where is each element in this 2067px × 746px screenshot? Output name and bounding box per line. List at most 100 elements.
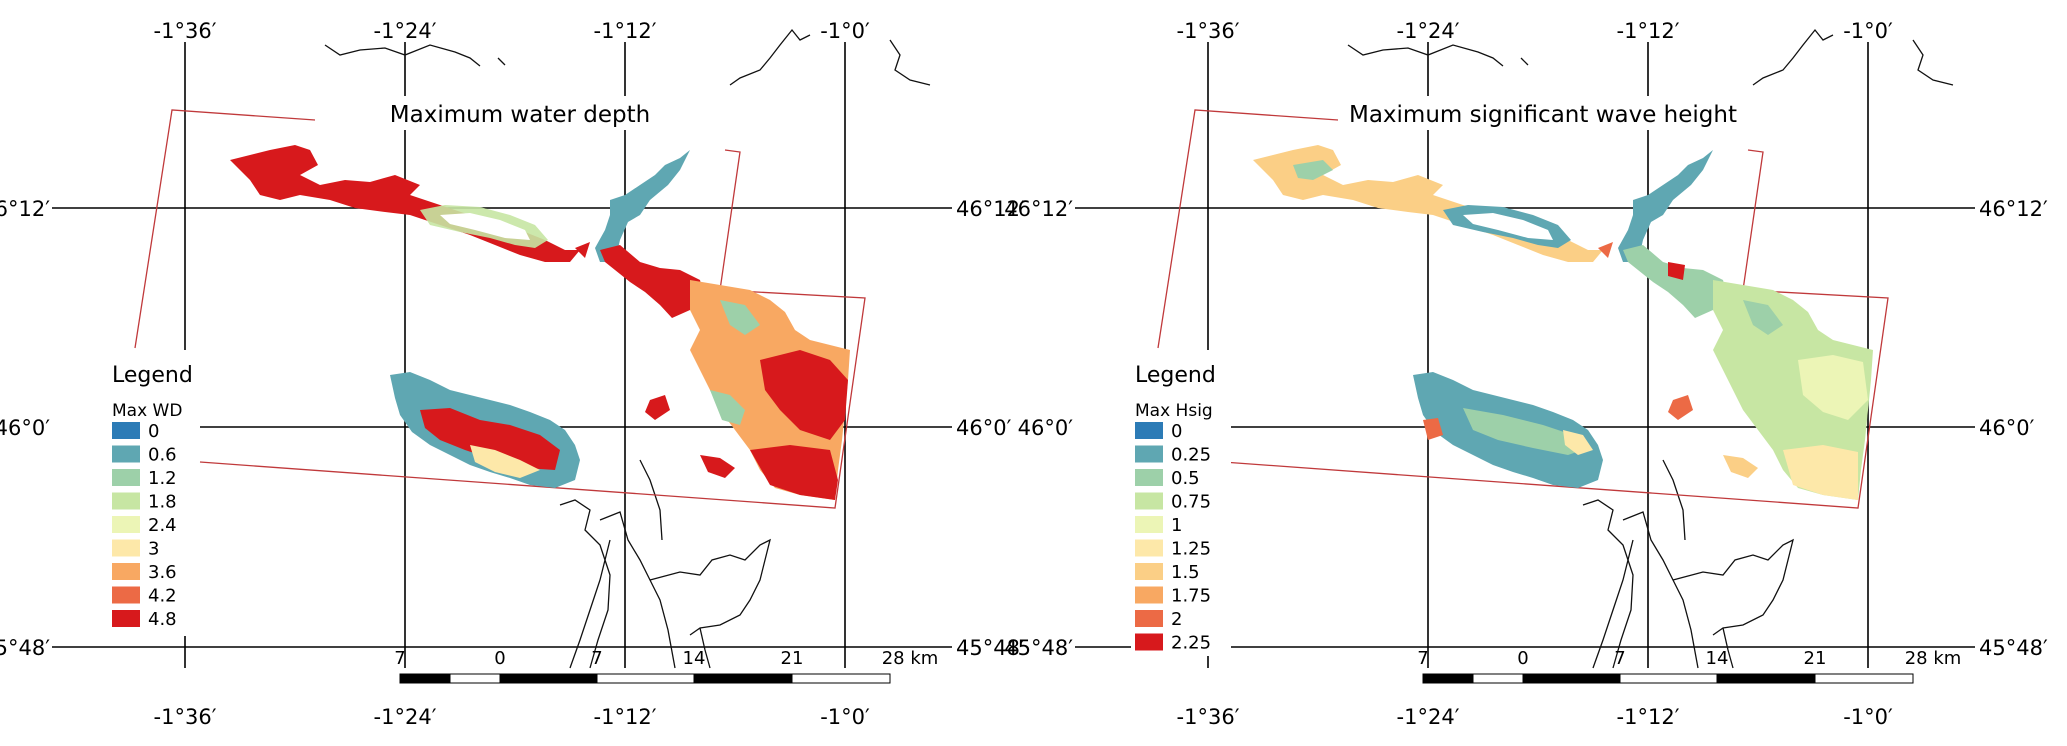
legend: Legend Max Hsig 0 0.250.5 0.751 1.251.5 1.75… bbox=[1131, 356, 1231, 656]
model-domain-outline bbox=[134, 109, 866, 509]
legend-label: 0 bbox=[148, 421, 159, 442]
longitude-label: -1°0′ bbox=[820, 19, 870, 43]
scale-label: 14 bbox=[683, 648, 706, 669]
panel-max-water-depth: -1°36′ -1°24′ -1°12′ -1°0′ -1°36′ -1°24′… bbox=[0, 19, 1025, 729]
latitude-label: 46°12′ bbox=[0, 197, 50, 221]
legend-swatch bbox=[1135, 492, 1163, 510]
legend-swatch bbox=[1135, 539, 1163, 557]
legend-subtitle: Max Hsig bbox=[1135, 401, 1213, 421]
latitude-label: 46°12′ bbox=[1004, 197, 1073, 221]
latitude-label: 46°0′ bbox=[1979, 416, 2035, 440]
longitude-label: -1°24′ bbox=[374, 705, 437, 729]
latitude-label: 46°12′ bbox=[956, 197, 1025, 221]
scale-label: 28 km bbox=[882, 648, 939, 669]
legend-items: 0 0.61.2 1.82.4 33.6 4.24.8 bbox=[112, 421, 177, 630]
scale-label: 7 bbox=[1614, 648, 1625, 669]
legend-label: 2.25 bbox=[1171, 633, 1211, 654]
longitude-label: -1°12′ bbox=[594, 705, 657, 729]
legend-label: 0.25 bbox=[1171, 445, 1211, 466]
longitude-label: -1°24′ bbox=[1397, 19, 1460, 43]
legend-swatch bbox=[1135, 586, 1163, 604]
scale-segment bbox=[596, 673, 695, 684]
longitude-label: -1°36′ bbox=[154, 19, 217, 43]
scale-segment bbox=[1716, 673, 1816, 684]
wave-height-raster bbox=[1253, 145, 1873, 500]
longitude-label: -1°12′ bbox=[1617, 705, 1680, 729]
latitude-label: 46°0′ bbox=[1018, 416, 1074, 440]
scale-bar: 7 0 7 14 21 28 km bbox=[1417, 648, 1961, 690]
legend-swatch bbox=[1135, 422, 1163, 439]
legend-swatch bbox=[112, 492, 140, 510]
longitude-label: -1°12′ bbox=[594, 19, 657, 43]
legend-label: 1.75 bbox=[1171, 586, 1211, 607]
legend-swatch bbox=[112, 539, 140, 557]
scale-label: 21 bbox=[781, 648, 804, 669]
longitude-label: -1°36′ bbox=[1177, 19, 1240, 43]
latitude-label: 45°48′ bbox=[1979, 636, 2048, 660]
latitude-label: 46°0′ bbox=[956, 416, 1012, 440]
legend-swatch bbox=[1135, 610, 1163, 627]
scale-label: 28 km bbox=[1905, 648, 1962, 669]
longitude-label: -1°24′ bbox=[1397, 705, 1460, 729]
scale-label: 14 bbox=[1706, 648, 1729, 669]
legend-label: 2.4 bbox=[148, 515, 177, 536]
legend-label: 0.6 bbox=[148, 445, 177, 466]
coastline bbox=[324, 28, 931, 669]
legend-swatch bbox=[1135, 445, 1163, 463]
latitude-label: 45°48′ bbox=[1004, 636, 1073, 660]
longitude-label: -1°0′ bbox=[1843, 19, 1893, 43]
legend-label: 2 bbox=[1171, 609, 1182, 630]
scale-segment bbox=[1422, 673, 1474, 684]
legend-label: 4.2 bbox=[148, 586, 177, 607]
legend-title: Legend bbox=[1135, 363, 1216, 388]
legend-swatch bbox=[1135, 563, 1163, 580]
latitude-label: 45°48′ bbox=[0, 636, 50, 660]
legend-swatch bbox=[1135, 516, 1163, 533]
scale-segment bbox=[1472, 673, 1524, 684]
title-background bbox=[395, 96, 655, 130]
water-depth-raster bbox=[230, 145, 850, 500]
legend-swatch bbox=[1135, 469, 1163, 486]
legend-swatch bbox=[112, 586, 140, 604]
longitude-label: -1°36′ bbox=[1177, 705, 1240, 729]
scale-label: 7 bbox=[394, 648, 405, 669]
scale-label: 21 bbox=[1804, 648, 1827, 669]
legend-label: 0.5 bbox=[1171, 468, 1200, 489]
legend-label: 1 bbox=[1171, 515, 1182, 536]
scale-segment bbox=[693, 673, 793, 684]
scale-label: 7 bbox=[1417, 648, 1428, 669]
legend-label: 1.25 bbox=[1171, 539, 1211, 560]
latitude-label: 45°48′ bbox=[956, 636, 1025, 660]
legend-swatch bbox=[112, 469, 140, 486]
scale-segment bbox=[399, 673, 451, 684]
legend-label: 1.8 bbox=[148, 492, 177, 513]
legend-label: 0 bbox=[1171, 421, 1182, 442]
scale-segment bbox=[791, 673, 891, 684]
legend-subtitle: Max WD bbox=[112, 401, 182, 421]
legend-label: 4.8 bbox=[148, 609, 177, 630]
legend-swatch bbox=[112, 563, 140, 580]
legend-label: 3 bbox=[148, 539, 159, 560]
legend-label: 1.2 bbox=[148, 468, 177, 489]
longitude-label: -1°24′ bbox=[374, 19, 437, 43]
longitude-label: -1°12′ bbox=[1617, 19, 1680, 43]
legend-swatch bbox=[112, 445, 140, 463]
scale-segment bbox=[449, 673, 501, 684]
panel-max-significant-wave-height: -1°36′ -1°24′ -1°12′ -1°0′ -1°36′ -1°24′… bbox=[1004, 19, 2048, 729]
coastline bbox=[1347, 28, 1954, 669]
scale-label: 0 bbox=[1517, 648, 1528, 669]
legend-swatch bbox=[112, 610, 140, 627]
legend-label: 0.75 bbox=[1171, 492, 1211, 513]
latitude-label: 46°12′ bbox=[1979, 197, 2048, 221]
map-title: Maximum water depth bbox=[390, 102, 650, 128]
scale-label: 7 bbox=[591, 648, 602, 669]
scale-segment bbox=[499, 673, 598, 684]
scale-label: 0 bbox=[494, 648, 505, 669]
latitude-label: 46°0′ bbox=[0, 416, 50, 440]
legend-items: 0 0.250.5 0.751 1.251.5 1.752 2.25 bbox=[1135, 421, 1211, 654]
legend-title: Legend bbox=[112, 363, 193, 388]
legend-swatch bbox=[1135, 633, 1163, 651]
map-title: Maximum significant wave height bbox=[1349, 102, 1737, 128]
